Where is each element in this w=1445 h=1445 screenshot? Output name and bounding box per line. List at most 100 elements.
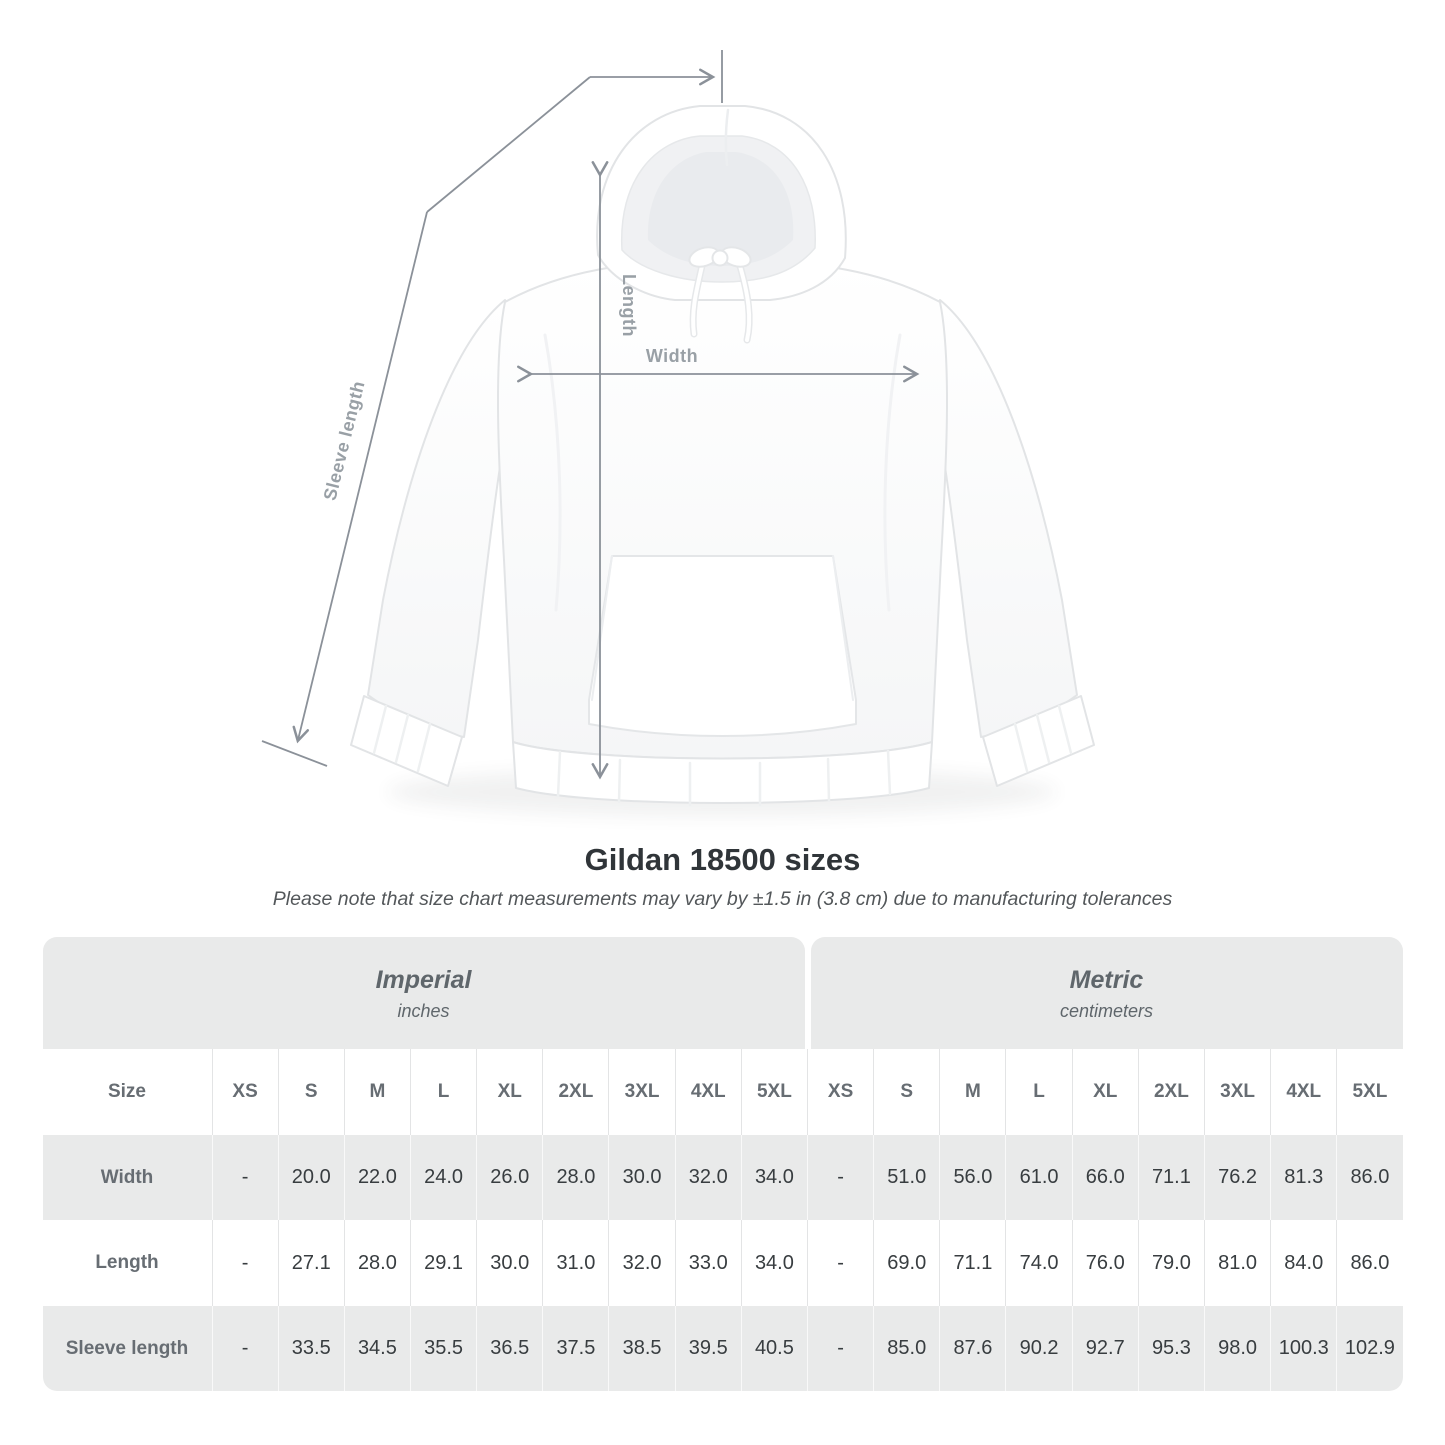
kangaroo-pocket (588, 555, 857, 737)
sleeve-metric-s: 85.0 (873, 1306, 939, 1391)
width-row-label: Width (100, 1166, 154, 1188)
length-metric-xs: - (806, 1220, 873, 1306)
metric-size-m: M (939, 1049, 1005, 1135)
width-metric-xs: - (806, 1135, 873, 1220)
width-metric-m: 56.0 (939, 1135, 1005, 1220)
size-header-row: Size XS S M L XL 2XL 3XL 4XL 5XL XS S M … (42, 1049, 1403, 1135)
length-imperial-4xl: 33.0 (674, 1220, 741, 1306)
hem-ribs (556, 749, 892, 807)
imperial-size-4xl: 4XL (674, 1049, 741, 1135)
sleeve-imperial-xs: - (211, 1306, 278, 1391)
length-imperial-m: 28.0 (343, 1220, 410, 1306)
metric-unit: centimeters (1059, 1000, 1154, 1021)
imperial-unit: inches (397, 1000, 450, 1021)
sleeve-imperial-m: 34.5 (343, 1306, 410, 1391)
metric-size-xs: XS (806, 1049, 873, 1135)
sleeve-metric-xs: - (806, 1306, 873, 1391)
width-imperial-l: 24.0 (409, 1135, 476, 1220)
sleeve-imperial-s: 33.5 (277, 1306, 344, 1391)
sleeve-metric-xl: 92.7 (1071, 1306, 1138, 1391)
page-title: Gildan 18500 sizes (584, 842, 861, 877)
metric-size-3xl: 3XL (1203, 1049, 1270, 1135)
imperial-label: Imperial (375, 965, 472, 994)
length-imperial-s: 27.1 (277, 1220, 344, 1306)
sleeve-metric-2xl: 95.3 (1137, 1306, 1204, 1391)
hood-seam (724, 108, 730, 167)
width-imperial-m: 22.0 (343, 1135, 410, 1220)
size-column-header: Size (107, 1081, 147, 1102)
width-metric-5xl: 86.0 (1336, 1135, 1402, 1220)
length-metric-3xl: 81.0 (1203, 1220, 1270, 1306)
length-metric-m: 71.1 (939, 1220, 1005, 1306)
length-row: Length - 27.1 28.0 29.1 30.0 31.0 32.0 3… (42, 1220, 1403, 1306)
width-imperial-s: 20.0 (277, 1135, 344, 1220)
hoodie-measurement-diagram: Sleeve length Length Width (261, 50, 1095, 816)
metric-label: Metric (1069, 965, 1144, 994)
unit-group-header: Imperial inches Metric centimeters (42, 937, 1403, 1049)
hoodie-figure-svg: Sleeve length Length Width (261, 50, 1095, 816)
length-row-label: Length (95, 1252, 159, 1273)
sleeve-metric-m: 87.6 (939, 1306, 1005, 1391)
sleeve-imperial-4xl: 39.5 (674, 1306, 741, 1391)
width-metric-2xl: 71.1 (1137, 1135, 1204, 1220)
sleeve-metric-4xl: 100.3 (1270, 1306, 1336, 1391)
width-metric-s: 51.0 (873, 1135, 939, 1220)
metric-size-l: L (1005, 1049, 1071, 1135)
length-imperial-l: 29.1 (409, 1220, 476, 1306)
right-cuff-ribs (1013, 704, 1073, 773)
sleeve-imperial-2xl: 37.5 (542, 1306, 608, 1391)
imperial-group: Imperial inches (42, 937, 805, 1049)
imperial-size-xs: XS (211, 1049, 278, 1135)
width-imperial-2xl: 28.0 (542, 1135, 608, 1220)
width-metric-l: 61.0 (1005, 1135, 1071, 1220)
sleeve-metric-5xl: 102.9 (1336, 1306, 1402, 1391)
sleeve-length-row-label: Sleeve length (65, 1337, 189, 1359)
metric-group: Metric centimeters (810, 937, 1403, 1049)
width-imperial-xs: - (211, 1135, 278, 1220)
hood-inner-shade (647, 152, 794, 266)
sleeve-metric-l: 90.2 (1005, 1306, 1071, 1391)
length-imperial-xs: - (211, 1220, 278, 1306)
hem-band (512, 741, 933, 804)
measurement-overlay (261, 50, 920, 780)
imperial-size-m: M (343, 1049, 410, 1135)
length-metric-l: 74.0 (1005, 1220, 1071, 1306)
sleeve-length-diagonal-segment (292, 211, 428, 744)
width-imperial-xl: 26.0 (476, 1135, 542, 1220)
size-table-body: Size XS S M L XL 2XL 3XL 4XL 5XL XS S M … (42, 1049, 1403, 1391)
sleeve-length-arrow (261, 50, 723, 767)
sleeve-metric-3xl: 98.0 (1203, 1306, 1270, 1391)
length-metric-2xl: 79.0 (1137, 1220, 1204, 1306)
sleeve-length-bottom-tick (261, 740, 328, 767)
imperial-size-s: S (277, 1049, 344, 1135)
length-metric-5xl: 86.0 (1336, 1220, 1402, 1306)
length-metric-4xl: 84.0 (1270, 1220, 1336, 1306)
metric-size-4xl: 4XL (1270, 1049, 1336, 1135)
metric-size-5xl: 5XL (1336, 1049, 1402, 1135)
length-imperial-xl: 30.0 (476, 1220, 542, 1306)
width-imperial-5xl: 34.0 (740, 1135, 807, 1220)
metric-size-2xl: 2XL (1137, 1049, 1204, 1135)
width-row: Width - 20.0 22.0 24.0 26.0 28.0 30.0 32… (42, 1135, 1403, 1220)
length-metric-xl: 76.0 (1071, 1220, 1138, 1306)
length-imperial-5xl: 34.0 (740, 1220, 807, 1306)
hoodie-illustration (350, 105, 1095, 807)
imperial-size-3xl: 3XL (608, 1049, 674, 1135)
width-label: Width (646, 346, 698, 366)
length-imperial-3xl: 32.0 (608, 1220, 674, 1306)
length-metric-s: 69.0 (873, 1220, 939, 1306)
tolerance-note: Please note that size chart measurements… (272, 888, 1173, 910)
width-imperial-4xl: 32.0 (674, 1135, 741, 1220)
width-metric-xl: 66.0 (1071, 1135, 1138, 1220)
sleeve-length-elbow-segment (426, 76, 591, 213)
imperial-size-2xl: 2XL (542, 1049, 608, 1135)
size-table: Imperial inches Metric centimeters Size … (42, 937, 1403, 1391)
sleeve-imperial-xl: 36.5 (476, 1306, 542, 1391)
width-imperial-3xl: 30.0 (608, 1135, 674, 1220)
width-metric-4xl: 81.3 (1270, 1135, 1336, 1220)
imperial-size-5xl: 5XL (740, 1049, 807, 1135)
sleeve-imperial-3xl: 38.5 (608, 1306, 674, 1391)
metric-size-s: S (873, 1049, 939, 1135)
width-metric-3xl: 76.2 (1203, 1135, 1270, 1220)
